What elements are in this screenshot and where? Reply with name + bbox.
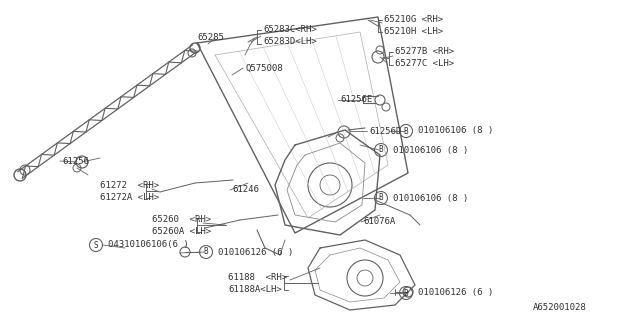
Text: 61272A <LH>: 61272A <LH> bbox=[100, 193, 159, 202]
Text: 61272  <RH>: 61272 <RH> bbox=[100, 180, 159, 189]
Text: 61188  <RH>: 61188 <RH> bbox=[228, 273, 287, 282]
Text: S: S bbox=[93, 241, 99, 250]
Text: 010106126 (6 ): 010106126 (6 ) bbox=[418, 289, 493, 298]
Text: 61076A: 61076A bbox=[363, 218, 396, 227]
Text: 010106106 (8 ): 010106106 (8 ) bbox=[393, 146, 468, 155]
Text: 010106106 (8 ): 010106106 (8 ) bbox=[418, 126, 493, 135]
Text: B: B bbox=[204, 247, 208, 257]
Text: 65210G <RH>: 65210G <RH> bbox=[384, 14, 443, 23]
Text: 65283C<RH>: 65283C<RH> bbox=[263, 26, 317, 35]
Text: 65260A <LH>: 65260A <LH> bbox=[152, 227, 211, 236]
Text: 61256: 61256 bbox=[62, 156, 89, 165]
Text: 65283D<LH>: 65283D<LH> bbox=[263, 37, 317, 46]
Text: 010106106 (8 ): 010106106 (8 ) bbox=[393, 194, 468, 203]
Text: 65260  <RH>: 65260 <RH> bbox=[152, 214, 211, 223]
Text: 010106126 (6 ): 010106126 (6 ) bbox=[218, 247, 293, 257]
Text: Q575008: Q575008 bbox=[245, 63, 283, 73]
Text: A652001028: A652001028 bbox=[533, 303, 587, 313]
Text: 61256E: 61256E bbox=[340, 95, 372, 105]
Text: 61256D: 61256D bbox=[369, 126, 401, 135]
Text: B: B bbox=[404, 289, 408, 298]
Text: B: B bbox=[379, 194, 383, 203]
Text: B: B bbox=[379, 146, 383, 155]
Text: 04310106106(6 ): 04310106106(6 ) bbox=[108, 241, 189, 250]
Text: B: B bbox=[404, 126, 408, 135]
Text: 61188A<LH>: 61188A<LH> bbox=[228, 284, 282, 293]
Text: 65277B <RH>: 65277B <RH> bbox=[395, 47, 454, 57]
Text: 61246: 61246 bbox=[232, 186, 259, 195]
Text: 65285: 65285 bbox=[197, 34, 224, 43]
Text: 65210H <LH>: 65210H <LH> bbox=[384, 27, 443, 36]
Text: 65277C <LH>: 65277C <LH> bbox=[395, 60, 454, 68]
